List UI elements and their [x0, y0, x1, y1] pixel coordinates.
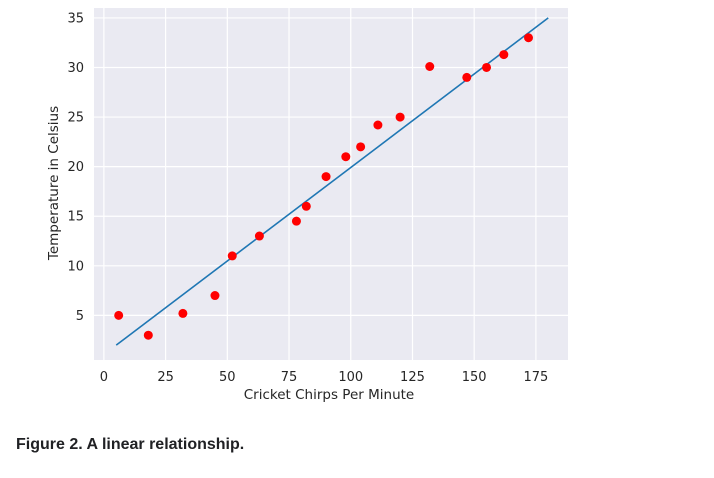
y-tick-label: 20 — [67, 160, 84, 175]
data-point — [301, 201, 311, 211]
y-tick-label: 35 — [67, 11, 84, 26]
y-tick-label: 5 — [76, 309, 84, 324]
y-tick-label: 10 — [67, 259, 84, 274]
data-point — [341, 152, 351, 162]
figure-caption: Figure 2. A linear relationship. — [16, 436, 245, 453]
data-point — [482, 62, 492, 72]
data-point — [114, 310, 124, 320]
x-tick-label: 100 — [338, 370, 363, 385]
data-point — [291, 216, 301, 226]
data-point — [356, 142, 366, 152]
x-tick-label: 175 — [523, 370, 548, 385]
x-tick-label: 75 — [281, 370, 298, 385]
grid-lines — [94, 8, 568, 360]
data-point — [321, 172, 331, 182]
data-points — [114, 33, 533, 340]
y-tick-label: 25 — [67, 111, 84, 126]
x-tick-label: 150 — [462, 370, 487, 385]
y-axis-title: Temperature in Celsius — [46, 106, 62, 261]
data-point — [143, 330, 153, 340]
scatter-chart: 0 25 50 75 100 125 150 175 5 10 15 20 25 30 35 Cricke… — [46, 8, 568, 403]
data-point — [210, 291, 220, 301]
data-point — [395, 112, 405, 122]
data-point — [254, 231, 264, 241]
y-tick-label: 30 — [67, 61, 84, 76]
x-tick-label: 25 — [157, 370, 174, 385]
regression-line — [115, 17, 549, 346]
x-axis-title: Cricket Chirps Per Minute — [244, 387, 414, 403]
x-tick-label: 125 — [400, 370, 425, 385]
x-tick-label: 0 — [100, 370, 108, 385]
data-point — [425, 62, 435, 72]
data-point — [373, 120, 383, 130]
data-point — [178, 308, 188, 318]
data-point — [227, 251, 237, 261]
data-point — [524, 33, 533, 43]
y-tick-label: 15 — [67, 210, 84, 225]
data-point — [462, 72, 472, 82]
x-tick-label: 50 — [219, 370, 236, 385]
x-axis-ticks: 0 25 50 75 100 125 150 175 — [100, 370, 549, 385]
regression-line-group — [115, 17, 549, 346]
y-axis-ticks: 5 10 15 20 25 30 35 — [67, 11, 84, 323]
data-point — [499, 50, 509, 60]
